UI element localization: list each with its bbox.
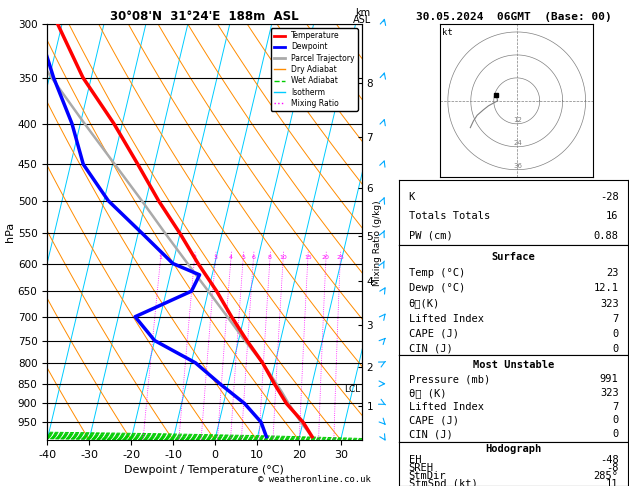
Text: -28: -28	[600, 191, 618, 202]
Text: Lifted Index: Lifted Index	[409, 313, 484, 324]
Text: 30.05.2024  06GMT  (Base: 00): 30.05.2024 06GMT (Base: 00)	[416, 12, 611, 22]
Text: CIN (J): CIN (J)	[409, 344, 452, 354]
Text: CAPE (J): CAPE (J)	[409, 416, 459, 425]
Text: 23: 23	[606, 268, 618, 278]
Text: 323: 323	[600, 298, 618, 309]
Text: 1: 1	[159, 255, 162, 260]
Text: θᴄ(K): θᴄ(K)	[409, 298, 440, 309]
Text: 323: 323	[600, 388, 618, 398]
Text: Most Unstable: Most Unstable	[473, 360, 554, 370]
Text: StmSpd (kt): StmSpd (kt)	[409, 479, 477, 486]
Legend: Temperature, Dewpoint, Parcel Trajectory, Dry Adiabat, Wet Adiabat, Isotherm, Mi: Temperature, Dewpoint, Parcel Trajectory…	[270, 28, 358, 111]
Text: EH: EH	[409, 454, 421, 465]
Text: Surface: Surface	[492, 252, 535, 262]
Text: 20: 20	[322, 255, 330, 260]
Text: 0: 0	[613, 429, 618, 439]
Text: θᴄ (K): θᴄ (K)	[409, 388, 446, 398]
Text: PW (cm): PW (cm)	[409, 231, 452, 241]
Text: Mixing Ratio (g/kg): Mixing Ratio (g/kg)	[373, 200, 382, 286]
Text: -8: -8	[606, 463, 618, 472]
Text: 7: 7	[613, 401, 618, 412]
Text: LCL: LCL	[345, 385, 361, 394]
Text: SREH: SREH	[409, 463, 433, 472]
Text: Dewp (°C): Dewp (°C)	[409, 283, 465, 294]
Text: CAPE (J): CAPE (J)	[409, 329, 459, 339]
Text: 15: 15	[304, 255, 311, 260]
Text: CIN (J): CIN (J)	[409, 429, 452, 439]
Text: 2: 2	[192, 255, 196, 260]
Text: Pressure (mb): Pressure (mb)	[409, 374, 490, 384]
Text: Hodograph: Hodograph	[486, 444, 542, 454]
Text: 0.88: 0.88	[594, 231, 618, 241]
Text: 991: 991	[600, 374, 618, 384]
Text: 6: 6	[252, 255, 255, 260]
Text: 24: 24	[513, 140, 522, 146]
Text: Totals Totals: Totals Totals	[409, 211, 490, 221]
Text: ASL: ASL	[353, 15, 372, 25]
Text: 4: 4	[229, 255, 233, 260]
Text: 12: 12	[513, 117, 522, 123]
Text: 12.1: 12.1	[594, 283, 618, 294]
X-axis label: Dewpoint / Temperature (°C): Dewpoint / Temperature (°C)	[125, 465, 284, 475]
Text: 8: 8	[268, 255, 272, 260]
Text: -48: -48	[600, 454, 618, 465]
Text: 7: 7	[613, 313, 618, 324]
Text: Temp (°C): Temp (°C)	[409, 268, 465, 278]
Text: 25: 25	[337, 255, 344, 260]
Text: 36: 36	[513, 163, 522, 169]
Text: 11: 11	[606, 479, 618, 486]
Text: StmDir: StmDir	[409, 470, 446, 481]
Text: 0: 0	[613, 344, 618, 354]
Text: 10: 10	[279, 255, 287, 260]
Text: K: K	[409, 191, 415, 202]
Y-axis label: hPa: hPa	[5, 222, 15, 242]
Text: 285°: 285°	[594, 470, 618, 481]
Text: km: km	[355, 8, 370, 18]
Text: 3: 3	[213, 255, 218, 260]
Text: Lifted Index: Lifted Index	[409, 401, 484, 412]
Text: 0: 0	[613, 329, 618, 339]
Text: 16: 16	[606, 211, 618, 221]
Text: kt: kt	[442, 28, 453, 37]
Text: 5: 5	[241, 255, 245, 260]
Text: © weatheronline.co.uk: © weatheronline.co.uk	[258, 474, 371, 484]
Text: 0: 0	[613, 416, 618, 425]
Title: 30°08'N  31°24'E  188m  ASL: 30°08'N 31°24'E 188m ASL	[110, 10, 299, 23]
